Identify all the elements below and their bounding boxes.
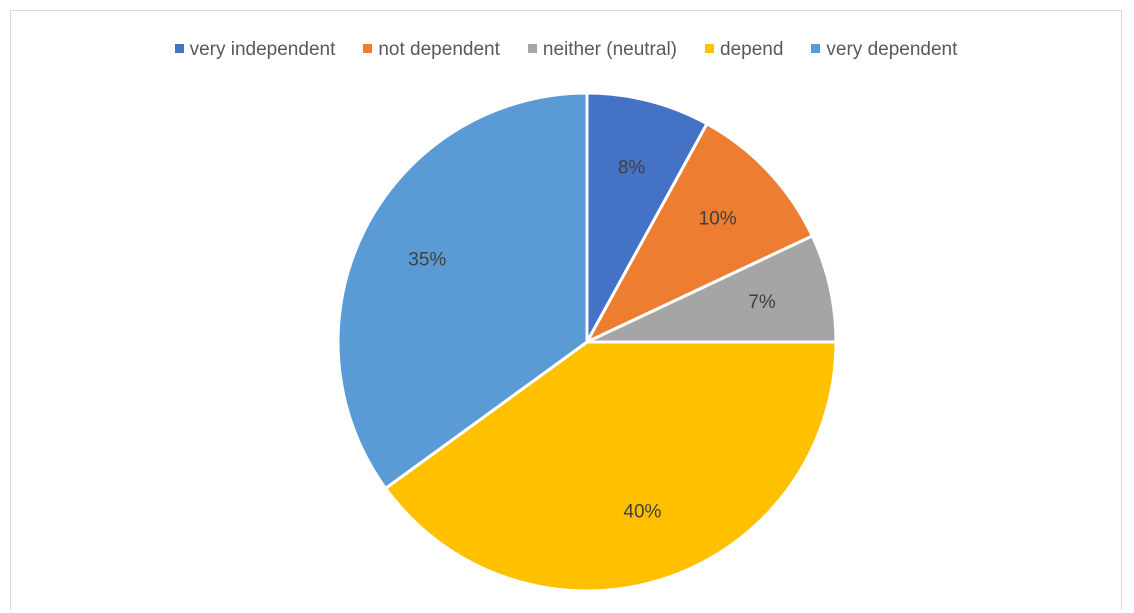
pie-slice: [585, 91, 709, 344]
legend-swatch: [363, 44, 373, 53]
legend-item: not dependent: [363, 39, 500, 61]
pie-slice: [585, 122, 814, 344]
legend-swatch: [527, 44, 537, 53]
legend-swatch: [811, 44, 821, 53]
legend-item: depend: [705, 39, 783, 61]
data-label: 10%: [699, 208, 737, 229]
chart-area: very independent not dependent neither (ne…: [10, 10, 1122, 610]
legend-label: very dependent: [826, 39, 958, 60]
data-label: 7%: [748, 292, 776, 313]
legend-label: neither (neutral): [542, 39, 677, 60]
pie-labels: 8% 10% 7% 40% 35%: [408, 157, 776, 522]
pie-chart: 8% 10% 7% 40% 35%: [336, 91, 838, 593]
data-label: 8%: [618, 157, 646, 178]
legend-swatch: [174, 44, 184, 53]
legend-label: not dependent: [378, 39, 500, 60]
pie-slice: [336, 91, 589, 490]
pie-slices: [336, 91, 838, 593]
legend-swatch: [705, 44, 714, 53]
pie-slice: [585, 234, 838, 344]
legend-label: depend: [720, 39, 784, 60]
legend-item: neither (neutral): [527, 39, 677, 61]
data-label: 35%: [408, 250, 446, 271]
pie-slice: [384, 340, 838, 593]
data-label: 40%: [623, 502, 661, 523]
legend-item: very independent: [174, 39, 336, 61]
legend-item: very dependent: [811, 39, 957, 61]
legend: very independent not dependent neither (ne…: [11, 39, 1121, 63]
legend-label: very independent: [189, 39, 336, 60]
